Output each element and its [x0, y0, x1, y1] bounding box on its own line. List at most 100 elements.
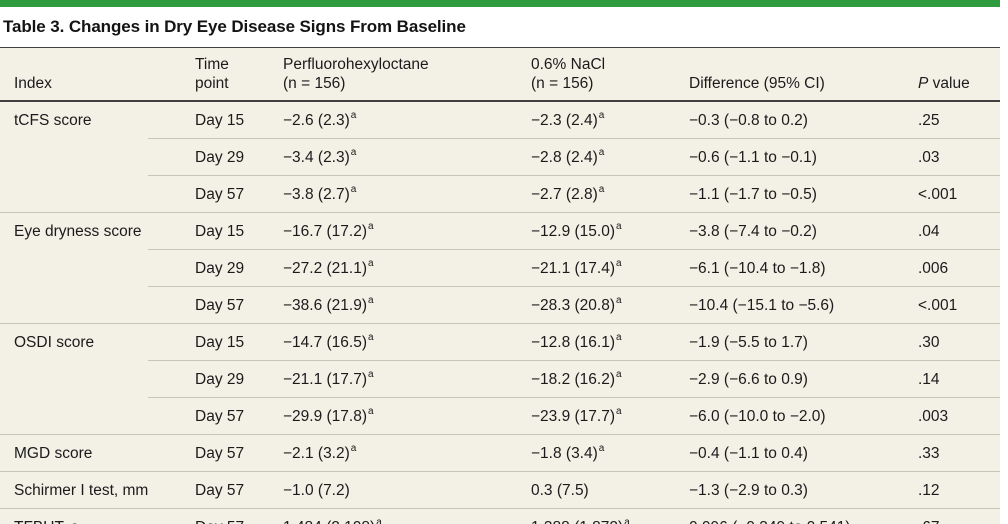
footnote-marker: a — [368, 257, 374, 269]
difference-cell: −6.0 (−10.0 to −2.0) — [675, 397, 904, 435]
table-body: tCFS score Day 15 −2.6 (2.3)a −2.3 (2.4)a −0… — [0, 100, 1000, 524]
time-point-cell: Day 15 — [148, 100, 269, 139]
difference-cell: −0.3 (−0.8 to 0.2) — [675, 100, 904, 139]
dry-eye-signs-table: Index Time point Perfluorohexyloctane (n… — [0, 47, 1000, 524]
footnote-marker: a — [616, 294, 622, 306]
perfluorohexyloctane-cell: −3.8 (2.7)a — [269, 175, 517, 213]
footnote-marker: a — [350, 183, 357, 195]
table-row: Day 29 −3.4 (2.3)a −2.8 (2.4)a −0.6 (−1.1 t… — [0, 138, 1000, 176]
difference-cell: −1.9 (−5.5 to 1.7) — [675, 323, 904, 361]
nacl-cell: −23.9 (17.7)a — [517, 397, 675, 435]
time-point-cell: Day 29 — [148, 360, 269, 398]
table-row: Schirmer I test, mm Day 57 −1.0 (7.2) 0.3 (… — [0, 471, 1000, 509]
footnote-marker: a — [598, 183, 605, 195]
difference-cell: −1.3 (−2.9 to 0.3) — [675, 471, 904, 509]
nacl-cell: 0.3 (7.5) — [517, 471, 675, 509]
index-cell: Schirmer I test, mm — [0, 471, 148, 509]
p-value-cell: .25 — [904, 100, 1000, 139]
time-point-cell: Day 57 — [148, 508, 269, 524]
perfluorohexyloctane-cell: −3.4 (2.3)a — [269, 138, 517, 176]
table-header: Index Time point Perfluorohexyloctane (n… — [0, 47, 1000, 102]
p-value-cell: .003 — [904, 397, 1000, 435]
perfluorohexyloctane-cell: −2.6 (2.3)a — [269, 100, 517, 139]
footnote-marker: a — [368, 294, 374, 306]
footnote-marker: a — [616, 331, 622, 343]
difference-cell: −10.4 (−15.1 to −5.6) — [675, 286, 904, 324]
table-title: Table 3. Changes in Dry Eye Disease Sign… — [3, 17, 466, 36]
footnote-marker: a — [350, 442, 357, 454]
perfluorohexyloctane-cell: −21.1 (17.7)a — [269, 360, 517, 398]
header-difference: Difference (95% CI) — [675, 47, 904, 102]
table-row: MGD score Day 57 −2.1 (3.2)a −1.8 (3.4)a −0.… — [0, 434, 1000, 472]
footnote-marker: a — [368, 405, 374, 417]
nacl-cell: −1.8 (3.4)a — [517, 434, 675, 472]
index-cell: Eye dryness score — [0, 212, 148, 324]
footnote-marker: a — [598, 442, 605, 454]
footnote-marker: a — [350, 109, 357, 121]
index-cell: tCFS score — [0, 100, 148, 213]
perfluorohexyloctane-cell: 1.484 (2.108)a — [269, 508, 517, 524]
footnote-marker: a — [598, 109, 605, 121]
p-value-cell: .67 — [904, 508, 1000, 524]
time-point-cell: Day 57 — [148, 286, 269, 324]
footnote-marker: a — [376, 516, 382, 524]
nacl-cell: −2.7 (2.8)a — [517, 175, 675, 213]
perfluorohexyloctane-cell: −16.7 (17.2)a — [269, 212, 517, 250]
time-point-cell: Day 57 — [148, 434, 269, 472]
table-row: TFBUT, sDay 571.484 (2.108)a1.388 (1.872… — [0, 508, 1000, 524]
difference-cell: −1.1 (−1.7 to −0.5) — [675, 175, 904, 213]
table-row: Day 57 −38.6 (21.9)a −28.3 (20.8)a −10.4 (−… — [0, 286, 1000, 324]
difference-cell: −6.1 (−10.4 to −1.8) — [675, 249, 904, 287]
perfluorohexyloctane-cell: −1.0 (7.2) — [269, 471, 517, 509]
header-p-value: P value — [904, 47, 1000, 102]
time-point-cell: Day 57 — [148, 471, 269, 509]
footnote-marker: a — [616, 368, 622, 380]
p-value-cell: .14 — [904, 360, 1000, 398]
p-value-cell: .12 — [904, 471, 1000, 509]
time-point-cell: Day 29 — [148, 249, 269, 287]
header-index-label: Index — [14, 75, 52, 92]
footnote-marker: a — [368, 368, 374, 380]
perfluorohexyloctane-cell: −29.9 (17.8)a — [269, 397, 517, 435]
index-cell: TFBUT, s — [0, 508, 148, 524]
index-cell: MGD score — [0, 434, 148, 472]
difference-cell: 0.096 (−0.349 to 0.541) — [675, 508, 904, 524]
footnote-marker: a — [624, 516, 630, 524]
nacl-cell: −2.3 (2.4)a — [517, 100, 675, 139]
time-point-cell: Day 15 — [148, 323, 269, 361]
perfluorohexyloctane-cell: −27.2 (21.1)a — [269, 249, 517, 287]
difference-cell: −0.4 (−1.1 to 0.4) — [675, 434, 904, 472]
footnote-marker: a — [368, 220, 374, 232]
footnote-marker: a — [616, 257, 622, 269]
table-row: tCFS score Day 15 −2.6 (2.3)a −2.3 (2.4)a −0… — [0, 100, 1000, 213]
header-time-point: Time point — [148, 47, 269, 102]
time-point-cell: Day 57 — [148, 397, 269, 435]
p-value-cell: <.001 — [904, 175, 1000, 213]
table-row: Day 57 −29.9 (17.8)a −23.9 (17.7)a −6.0 (−1… — [0, 397, 1000, 435]
nacl-cell: −12.8 (16.1)a — [517, 323, 675, 361]
footnote-marker: a — [350, 146, 357, 158]
p-value-cell: .006 — [904, 249, 1000, 287]
footnote-marker: a — [616, 220, 622, 232]
time-point-cell: Day 57 — [148, 175, 269, 213]
footnote-marker: a — [616, 405, 622, 417]
nacl-cell: −28.3 (20.8)a — [517, 286, 675, 324]
table-row: OSDI score Day 15 −14.7 (16.5)a −12.8 (16.1… — [0, 323, 1000, 435]
footnote-marker: a — [598, 146, 605, 158]
perfluorohexyloctane-cell: −14.7 (16.5)a — [269, 323, 517, 361]
p-value-cell: .03 — [904, 138, 1000, 176]
nacl-cell: −21.1 (17.4)a — [517, 249, 675, 287]
footnote-marker: a — [368, 331, 374, 343]
p-value-cell: .33 — [904, 434, 1000, 472]
p-value-cell: .30 — [904, 323, 1000, 361]
nacl-cell: 1.388 (1.872)a — [517, 508, 675, 524]
table-row: Day 57 −3.8 (2.7)a −2.7 (2.8)a −1.1 (−1.7 t… — [0, 175, 1000, 213]
header-nacl: 0.6% NaCl (n = 156) — [517, 47, 675, 102]
perfluorohexyloctane-cell: −38.6 (21.9)a — [269, 286, 517, 324]
p-value-cell: <.001 — [904, 286, 1000, 324]
header-perfluorohexyloctane: Perfluorohexyloctane (n = 156) — [269, 47, 517, 102]
nacl-cell: −18.2 (16.2)a — [517, 360, 675, 398]
table-row: Day 29 −21.1 (17.7)a −18.2 (16.2)a −2.9 (−6… — [0, 360, 1000, 398]
difference-cell: −3.8 (−7.4 to −0.2) — [675, 212, 904, 250]
nacl-cell: −12.9 (15.0)a — [517, 212, 675, 250]
